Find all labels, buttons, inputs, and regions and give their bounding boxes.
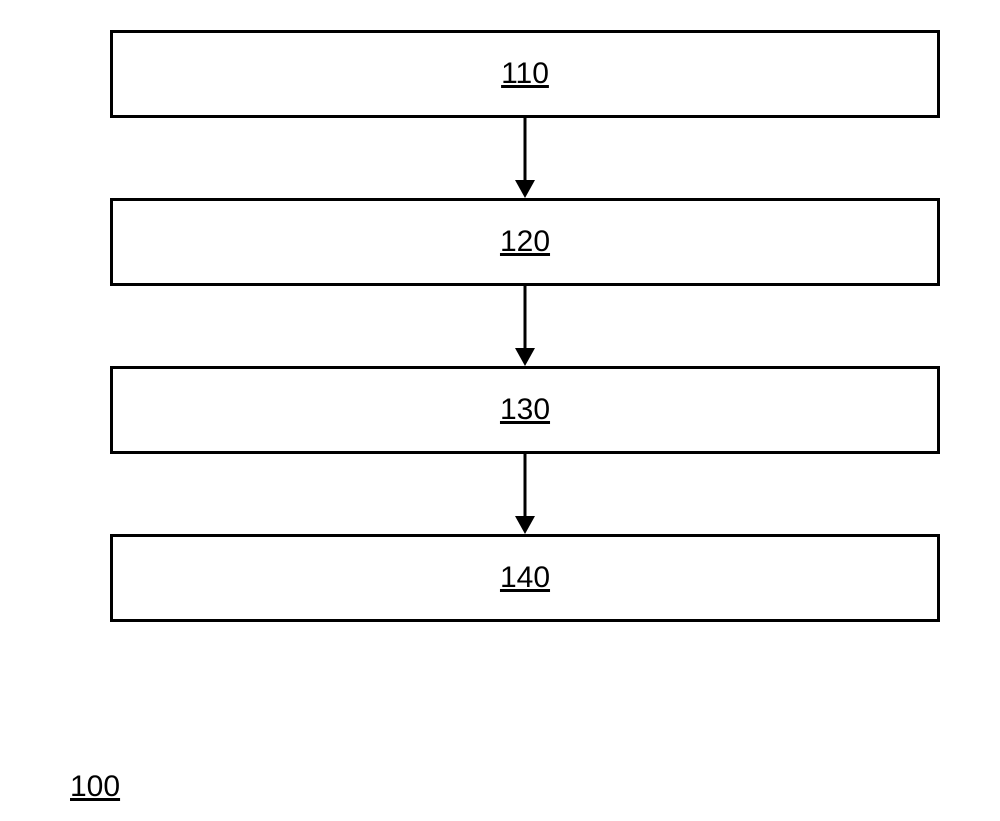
step-box-140: 140 bbox=[110, 534, 940, 622]
flowchart-canvas: 110 120 130 140 100 bbox=[0, 0, 1000, 821]
step-label-120: 120 bbox=[500, 225, 550, 259]
step-box-110: 110 bbox=[110, 30, 940, 118]
step-box-120: 120 bbox=[110, 198, 940, 286]
step-label-130: 130 bbox=[500, 393, 550, 427]
step-box-130: 130 bbox=[110, 366, 940, 454]
figure-label: 100 bbox=[70, 770, 120, 804]
step-label-140: 140 bbox=[500, 561, 550, 595]
step-label-110: 110 bbox=[501, 57, 549, 91]
